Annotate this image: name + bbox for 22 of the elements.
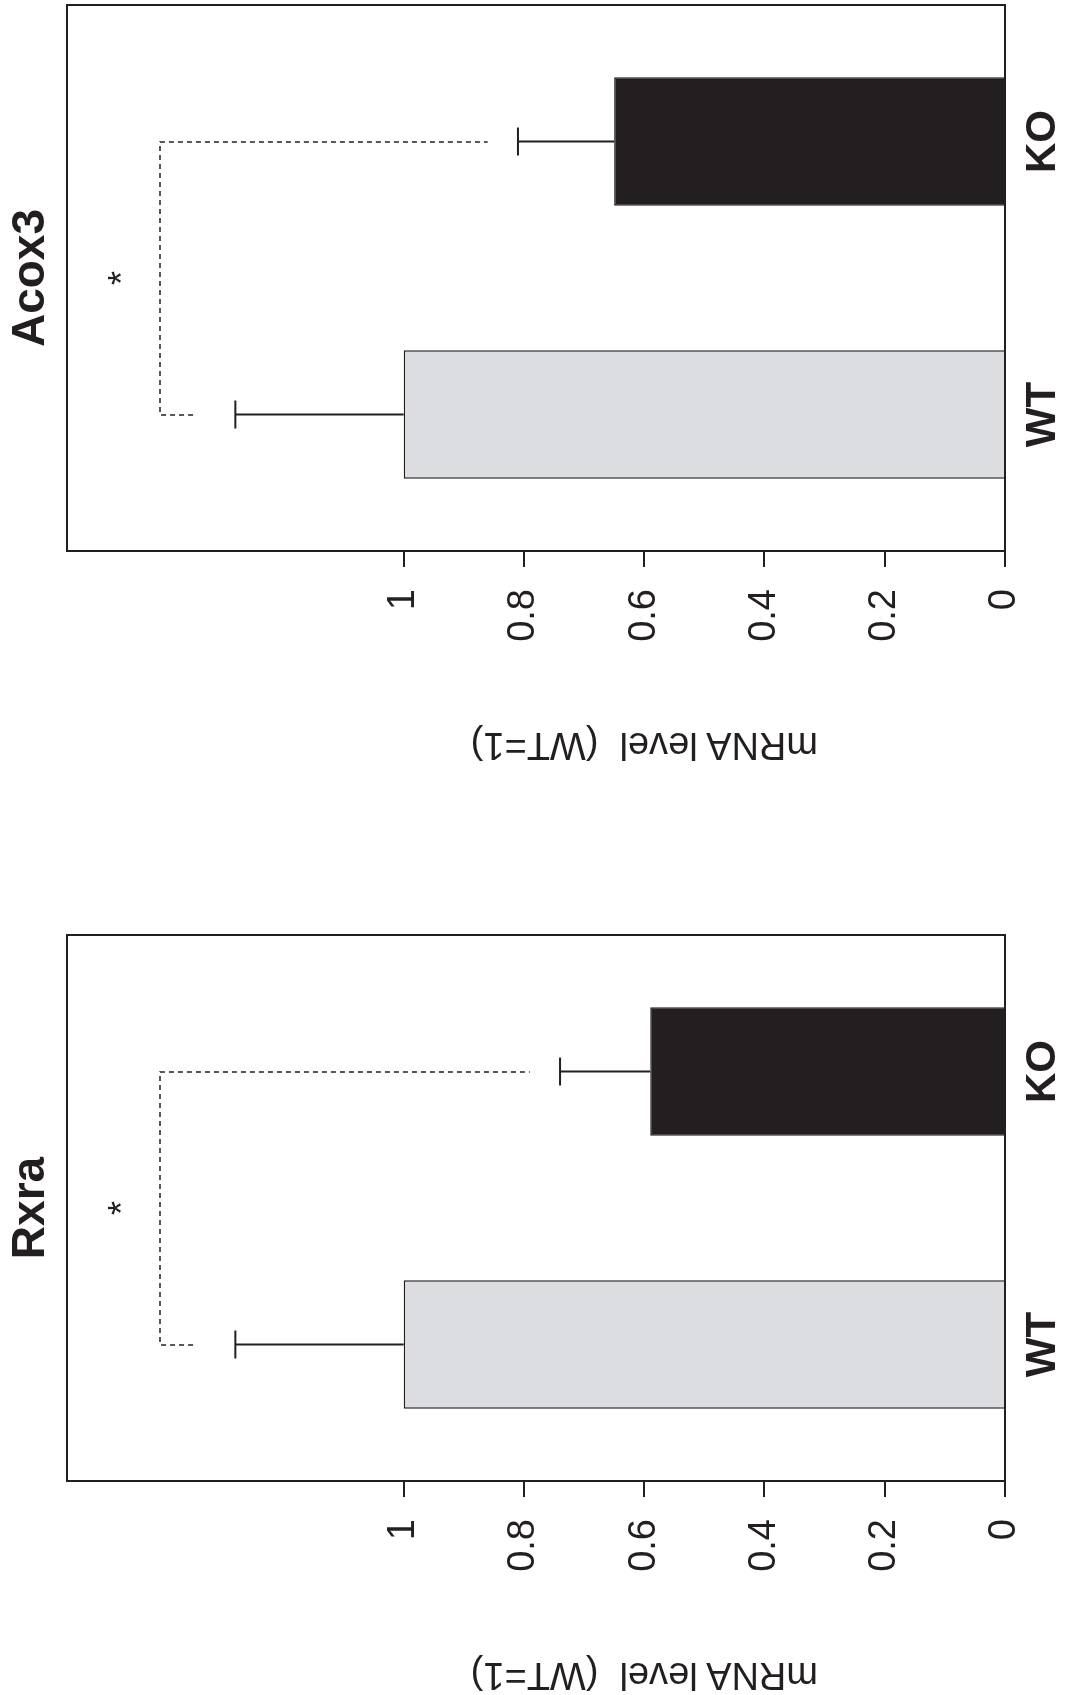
annotation: *	[101, 270, 143, 286]
y-tick-label: KO	[1016, 1040, 1064, 1103]
x-tick-label: 1	[380, 1519, 423, 1541]
x-tick-label: 0.4	[740, 589, 783, 642]
y-tick-label: KO	[1016, 110, 1064, 173]
y-tick-label: WT	[1016, 381, 1064, 448]
x-tick-label: 0.2	[861, 589, 904, 642]
y-tick-label: WT	[1016, 1311, 1064, 1378]
x-tick-label: 0.6	[620, 1519, 663, 1572]
x-axis-title: mRNA level (WT=1)	[470, 724, 819, 767]
x-tick-label: 0.8	[500, 589, 543, 642]
x-tick-label: 0	[981, 589, 1024, 611]
text: Acox3	[1, 208, 54, 348]
x-tick-label: 1	[380, 589, 423, 611]
annotation: *	[101, 1200, 143, 1216]
x-axis-title: mRNA level (WT=1)	[470, 1654, 819, 1695]
text: Rxra	[1, 1156, 54, 1260]
x-tick-label: 0.2	[861, 1519, 904, 1572]
x-tick-label: 0	[981, 1519, 1024, 1541]
x-tick-label: 0.4	[740, 1519, 783, 1572]
x-tick-label: 0.8	[500, 1519, 543, 1572]
x-tick-label: 0.6	[620, 589, 663, 642]
